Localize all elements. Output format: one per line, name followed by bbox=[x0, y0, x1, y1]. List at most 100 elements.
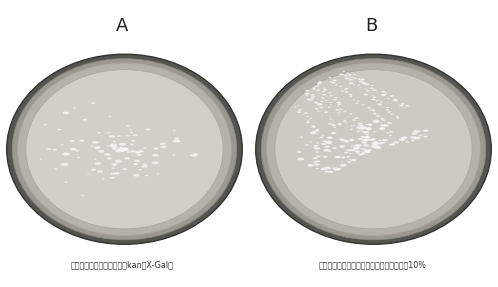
Ellipse shape bbox=[342, 146, 345, 147]
Ellipse shape bbox=[340, 139, 343, 140]
Ellipse shape bbox=[306, 95, 308, 96]
Ellipse shape bbox=[173, 130, 176, 131]
Ellipse shape bbox=[325, 171, 329, 173]
Ellipse shape bbox=[387, 98, 389, 99]
Ellipse shape bbox=[402, 103, 405, 104]
Ellipse shape bbox=[112, 148, 117, 150]
Ellipse shape bbox=[136, 174, 139, 175]
Ellipse shape bbox=[363, 144, 369, 146]
Ellipse shape bbox=[358, 79, 361, 80]
Ellipse shape bbox=[312, 88, 316, 90]
Ellipse shape bbox=[355, 117, 358, 119]
Ellipse shape bbox=[267, 63, 480, 235]
Ellipse shape bbox=[323, 156, 328, 158]
Ellipse shape bbox=[297, 151, 302, 153]
Ellipse shape bbox=[120, 150, 124, 152]
Ellipse shape bbox=[405, 141, 409, 143]
Ellipse shape bbox=[372, 138, 374, 139]
Ellipse shape bbox=[317, 103, 322, 105]
Ellipse shape bbox=[307, 99, 311, 100]
Ellipse shape bbox=[351, 126, 353, 127]
Ellipse shape bbox=[153, 148, 159, 150]
Ellipse shape bbox=[119, 143, 126, 146]
Ellipse shape bbox=[349, 153, 352, 154]
Ellipse shape bbox=[75, 150, 79, 152]
Ellipse shape bbox=[313, 147, 316, 148]
Ellipse shape bbox=[323, 140, 327, 142]
Ellipse shape bbox=[386, 109, 389, 110]
Ellipse shape bbox=[367, 136, 369, 137]
Ellipse shape bbox=[307, 121, 310, 122]
Ellipse shape bbox=[316, 168, 318, 169]
Ellipse shape bbox=[362, 139, 367, 141]
Ellipse shape bbox=[53, 149, 57, 150]
Ellipse shape bbox=[359, 128, 364, 130]
Ellipse shape bbox=[323, 88, 326, 89]
Ellipse shape bbox=[132, 134, 137, 136]
Ellipse shape bbox=[344, 75, 347, 77]
Ellipse shape bbox=[98, 132, 101, 133]
Ellipse shape bbox=[360, 127, 363, 128]
Ellipse shape bbox=[320, 101, 323, 102]
Ellipse shape bbox=[310, 118, 312, 119]
Ellipse shape bbox=[133, 163, 138, 165]
Ellipse shape bbox=[117, 135, 121, 137]
Ellipse shape bbox=[411, 140, 415, 141]
Ellipse shape bbox=[126, 125, 129, 127]
Ellipse shape bbox=[323, 89, 327, 91]
Ellipse shape bbox=[39, 159, 42, 160]
Ellipse shape bbox=[62, 153, 70, 156]
Ellipse shape bbox=[353, 119, 356, 121]
Ellipse shape bbox=[362, 151, 367, 153]
Ellipse shape bbox=[339, 145, 345, 148]
Text: B: B bbox=[365, 17, 377, 35]
Ellipse shape bbox=[372, 95, 374, 96]
Ellipse shape bbox=[387, 122, 392, 124]
Ellipse shape bbox=[92, 141, 99, 144]
Ellipse shape bbox=[330, 102, 332, 103]
Ellipse shape bbox=[373, 96, 376, 98]
Ellipse shape bbox=[61, 163, 69, 166]
Ellipse shape bbox=[366, 127, 372, 129]
Ellipse shape bbox=[367, 107, 371, 108]
Ellipse shape bbox=[317, 145, 319, 146]
Ellipse shape bbox=[111, 168, 115, 169]
Ellipse shape bbox=[406, 141, 408, 142]
Ellipse shape bbox=[350, 149, 356, 151]
Ellipse shape bbox=[343, 111, 345, 112]
Ellipse shape bbox=[410, 136, 416, 139]
Ellipse shape bbox=[349, 139, 355, 141]
Ellipse shape bbox=[376, 147, 381, 149]
Ellipse shape bbox=[377, 142, 382, 144]
Ellipse shape bbox=[87, 173, 91, 174]
Ellipse shape bbox=[18, 63, 231, 235]
Ellipse shape bbox=[412, 132, 417, 135]
Ellipse shape bbox=[359, 154, 363, 156]
Ellipse shape bbox=[335, 156, 341, 158]
Ellipse shape bbox=[374, 120, 379, 122]
Ellipse shape bbox=[396, 117, 399, 118]
Ellipse shape bbox=[130, 144, 134, 145]
Ellipse shape bbox=[360, 79, 365, 80]
Ellipse shape bbox=[174, 138, 179, 139]
Ellipse shape bbox=[368, 150, 372, 151]
Ellipse shape bbox=[70, 140, 75, 142]
Ellipse shape bbox=[320, 107, 323, 108]
Ellipse shape bbox=[374, 131, 376, 132]
Ellipse shape bbox=[98, 150, 105, 153]
Ellipse shape bbox=[312, 157, 318, 159]
Ellipse shape bbox=[358, 138, 363, 140]
Ellipse shape bbox=[357, 152, 360, 154]
Ellipse shape bbox=[388, 135, 392, 136]
Ellipse shape bbox=[294, 106, 296, 108]
Ellipse shape bbox=[350, 140, 354, 141]
Ellipse shape bbox=[365, 131, 369, 133]
Ellipse shape bbox=[130, 132, 133, 133]
Ellipse shape bbox=[372, 143, 378, 145]
Ellipse shape bbox=[382, 120, 385, 121]
Ellipse shape bbox=[313, 162, 315, 163]
Ellipse shape bbox=[387, 111, 391, 113]
Ellipse shape bbox=[358, 85, 360, 86]
Ellipse shape bbox=[312, 131, 315, 132]
Ellipse shape bbox=[117, 148, 121, 150]
